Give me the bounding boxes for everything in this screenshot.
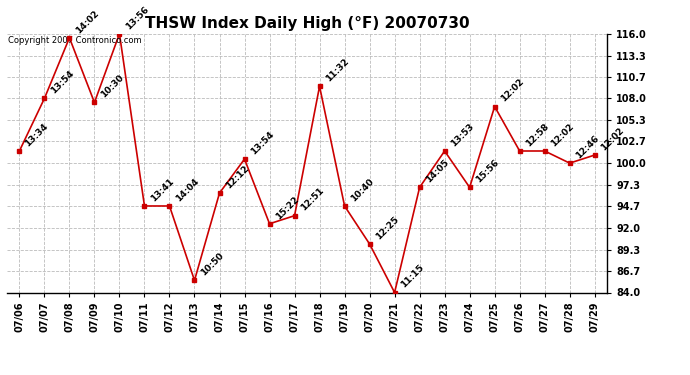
Text: 10:50: 10:50: [199, 251, 225, 278]
Text: 13:54: 13:54: [248, 130, 275, 156]
Text: 12:12: 12:12: [224, 164, 250, 190]
Text: 12:02: 12:02: [549, 122, 575, 148]
Text: 10:40: 10:40: [348, 177, 375, 203]
Text: 12:02: 12:02: [599, 126, 625, 152]
Text: 13:54: 13:54: [48, 69, 75, 96]
Text: 12:02: 12:02: [499, 77, 525, 104]
Text: 14:02: 14:02: [74, 8, 100, 35]
Text: 14:04: 14:04: [174, 177, 200, 203]
Text: 13:34: 13:34: [23, 122, 50, 148]
Text: 15:56: 15:56: [474, 158, 500, 184]
Text: 12:51: 12:51: [299, 186, 325, 213]
Text: 13:53: 13:53: [448, 122, 475, 148]
Text: Copyright 2007 Contronico.com: Copyright 2007 Contronico.com: [8, 36, 141, 45]
Text: 11:15: 11:15: [399, 263, 425, 290]
Text: 12:58: 12:58: [524, 122, 551, 148]
Text: 12:25: 12:25: [374, 214, 400, 241]
Text: 13:41: 13:41: [148, 177, 175, 203]
Text: 11:32: 11:32: [324, 57, 351, 84]
Text: 10:30: 10:30: [99, 73, 125, 100]
Text: 13:56: 13:56: [124, 4, 150, 31]
Text: 14:05: 14:05: [424, 158, 451, 184]
Title: THSW Index Daily High (°F) 20070730: THSW Index Daily High (°F) 20070730: [145, 16, 469, 31]
Text: 15:22: 15:22: [274, 194, 300, 221]
Text: 12:46: 12:46: [574, 134, 600, 160]
